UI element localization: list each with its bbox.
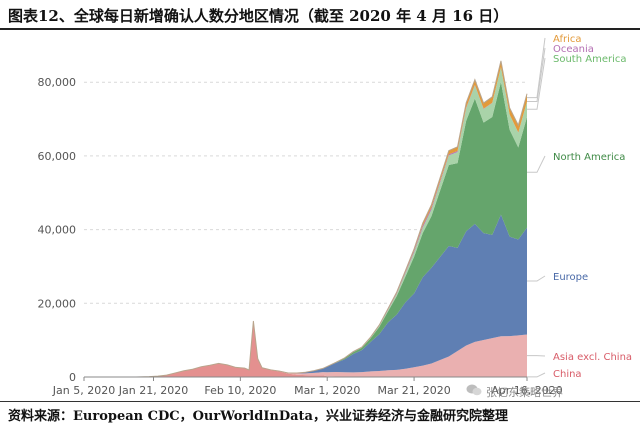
area-europe xyxy=(84,214,527,377)
y-tick-label: 80,000 xyxy=(38,76,77,89)
y-tick-label: 0 xyxy=(69,371,76,384)
x-tick-label: Feb 10, 2020 xyxy=(204,384,276,397)
y-tick-label: 20,000 xyxy=(38,297,77,310)
x-tick-label: Jan 21, 2020 xyxy=(118,384,188,397)
x-tick-label: Jan 5, 2020 xyxy=(52,384,115,397)
source-note: 资料来源：European CDC，OurWorldInData，兴业证券经济与… xyxy=(8,409,508,424)
legend-label: Oceania xyxy=(553,44,594,55)
legend-leader-line xyxy=(527,37,546,99)
area-north-america xyxy=(84,82,527,378)
total-outline xyxy=(84,60,528,378)
legend-leader-line xyxy=(527,372,546,378)
x-tick-label: Mar 21, 2020 xyxy=(377,384,450,397)
watermark: 张忆东策略世界 xyxy=(486,386,563,399)
chart-title: 图表12、全球每日新增确认人数分地区情况（截至 2020 年 4 月 16 日） xyxy=(8,7,509,25)
legend-label: North America xyxy=(553,152,625,163)
y-tick-label: 40,000 xyxy=(38,224,77,237)
stacked-area-chart: 0 20,000 40,000 60,000 80,000 Jan 5, 2020 Jan … xyxy=(38,34,633,397)
legend-label: South America xyxy=(553,54,627,65)
legend-leader-line xyxy=(527,57,546,110)
legend-label: China xyxy=(553,369,582,380)
y-tick-label: 60,000 xyxy=(38,150,77,163)
legend-leader-line xyxy=(527,47,546,103)
chart-area: 0 20,000 40,000 60,000 80,000 Jan 5, 2020 Jan … xyxy=(0,30,640,400)
area-asia-excl-china xyxy=(84,320,527,377)
wechat-icon xyxy=(466,384,482,396)
x-tick-label: Apr 16, 2020 xyxy=(491,384,563,397)
legend-label: Europe xyxy=(553,272,588,283)
legend-leader-line xyxy=(527,155,546,173)
source-bar: 资料来源：European CDC，OurWorldInData，兴业证券经济与… xyxy=(0,401,640,427)
title-bar: 图表12、全球每日新增确认人数分地区情况（截至 2020 年 4 月 16 日） xyxy=(0,0,640,30)
legend-label: Africa xyxy=(553,34,582,45)
legend-leader-line xyxy=(527,275,546,282)
x-tick-label: Mar 1, 2020 xyxy=(294,384,360,397)
legend-label: Asia excl. China xyxy=(553,352,632,363)
